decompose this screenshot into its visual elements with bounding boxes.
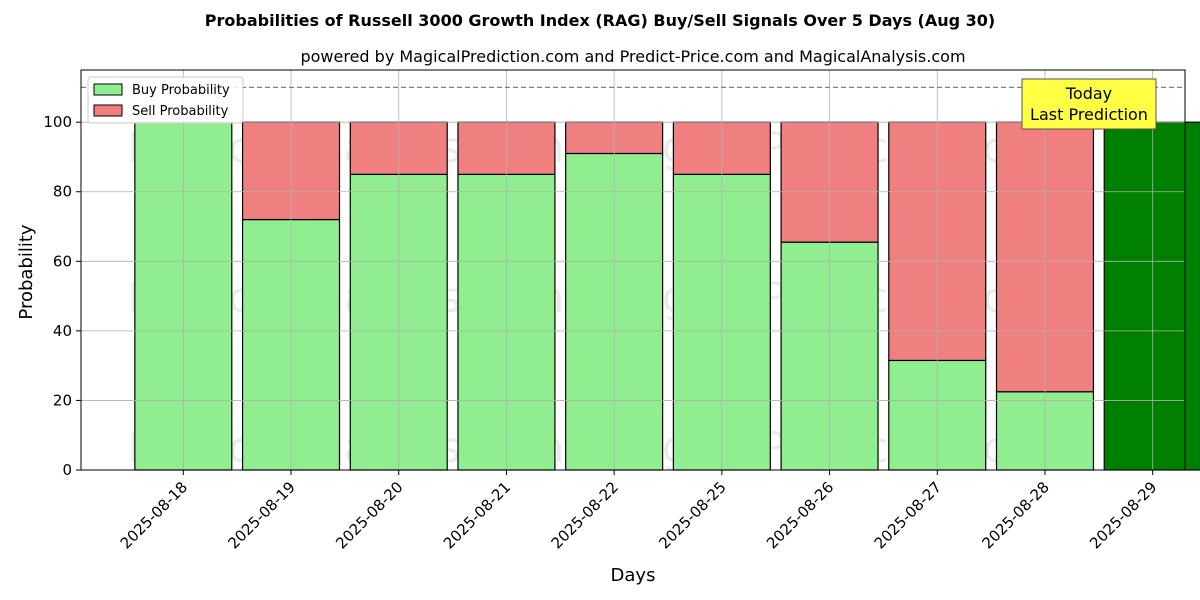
today-annotation-line1: Today [1065, 84, 1112, 103]
x-tick-label: 2025-08-27 [871, 478, 945, 552]
x-tick-label: 2025-08-25 [655, 478, 729, 552]
x-tick-label: 2025-08-20 [332, 478, 406, 552]
y-tick-label: 0 [62, 461, 72, 479]
x-axis-label: Days [611, 565, 656, 586]
today-annotation-line2: Last Prediction [1030, 105, 1148, 124]
legend-swatch [93, 83, 123, 96]
y-tick-label: 20 [53, 391, 72, 409]
today-annotation-box [1021, 78, 1157, 130]
x-tick-label: 2025-08-22 [548, 478, 622, 552]
y-axis-label: Probability [16, 224, 37, 319]
axes-frame [80, 69, 1186, 471]
legend-swatch [93, 104, 123, 117]
y-tick-label: 80 [53, 183, 72, 201]
buy-bar [1103, 121, 1200, 471]
x-tick-label: 2025-08-29 [1086, 478, 1160, 552]
y-tick-label: 60 [53, 252, 72, 270]
y-tick-label: 100 [43, 113, 72, 131]
x-tick-label: 2025-08-28 [978, 478, 1052, 552]
chart-title: Probabilities of Russell 3000 Growth Ind… [205, 11, 995, 30]
legend-box [87, 76, 244, 124]
plot-area: MagicalAnalysis.comMagicalPrediction.com… [43, 69, 1200, 552]
x-tick-label: 2025-08-21 [440, 478, 514, 552]
legend-label: Sell Probability [132, 104, 229, 119]
legend-label: Buy Probability [132, 83, 230, 98]
y-tick-label: 40 [53, 322, 72, 340]
x-tick-label: 2025-08-26 [763, 478, 837, 552]
x-tick-label: 2025-08-18 [117, 478, 191, 552]
chart-subtitle: powered by MagicalPrediction.com and Pre… [300, 47, 965, 66]
x-tick-label: 2025-08-19 [224, 478, 298, 552]
